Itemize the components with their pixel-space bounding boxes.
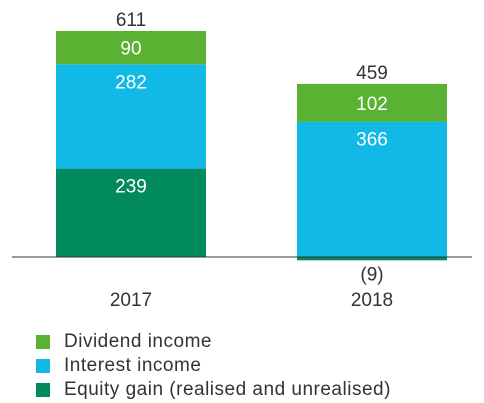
total-label-2018: 459 [356,63,388,84]
legend-label-equity: Equity gain (realised and unrealised) [64,379,391,400]
data-label-2017-interest: 282 [115,72,147,93]
legend-item-dividend: Dividend income [36,330,391,354]
legend-item-interest: Interest income [36,354,391,378]
total-label-2017: 611 [116,10,146,31]
legend-swatch-dividend [36,335,50,349]
data-label-2018-dividend: 102 [356,94,388,115]
legend-label-interest: Interest income [64,355,202,376]
data-label-2017-dividend: 90 [120,39,141,60]
bar-2017-equity [56,168,206,257]
legend-swatch-equity [36,383,50,397]
legend-swatch-interest [36,359,50,373]
x-tick-label-2018: 2018 [351,290,393,311]
legend: Dividend income Interest income Equity g… [36,330,391,402]
data-label-2018-interest: 366 [356,130,388,151]
stacked-bar-chart: 239 282 90 611 2017 (9) 366 102 459 2018 [12,10,472,311]
bar-2018-dividend [297,83,447,122]
x-tick-label-2017: 2017 [110,290,152,311]
bar-2018-equity [297,257,447,261]
data-label-2017-equity: 239 [115,177,147,198]
bar-2018-interest [297,121,447,257]
bar-2017-interest [56,64,206,169]
bar-2017-dividend [56,31,206,65]
legend-label-dividend: Dividend income [64,331,212,352]
data-label-2018-equity: (9) [360,264,383,285]
legend-item-equity: Equity gain (realised and unrealised) [36,378,391,402]
